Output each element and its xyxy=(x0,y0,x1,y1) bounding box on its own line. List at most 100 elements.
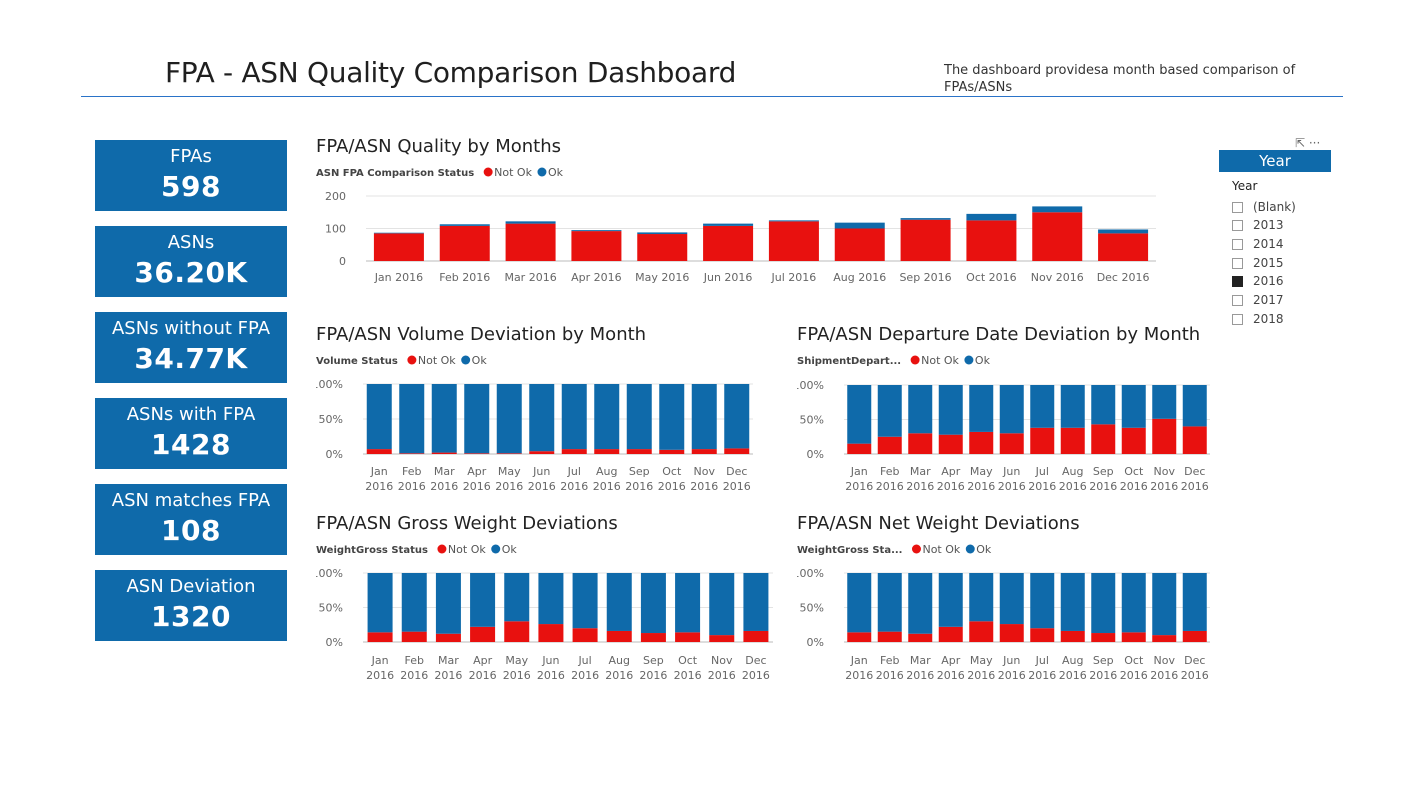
bar-not-ok[interactable] xyxy=(431,452,457,454)
kpi-card-fpas[interactable]: FPAs 598 xyxy=(95,140,287,211)
bar-ok[interactable] xyxy=(768,220,819,222)
checkbox-checked-icon[interactable] xyxy=(1232,276,1243,287)
bar-ok[interactable] xyxy=(691,384,717,450)
bar-ok[interactable] xyxy=(399,384,425,454)
bar-ok[interactable] xyxy=(966,213,1017,221)
bar-ok[interactable] xyxy=(1060,385,1085,428)
bar-not-ok[interactable] xyxy=(969,431,994,454)
checkbox-icon[interactable] xyxy=(1232,202,1243,213)
checkbox-icon[interactable] xyxy=(1232,258,1243,269)
bar-not-ok[interactable] xyxy=(691,449,717,454)
bar-not-ok[interactable] xyxy=(640,633,666,642)
bar-not-ok[interactable] xyxy=(470,626,496,642)
bar-ok[interactable] xyxy=(834,222,885,229)
chart-volume-deviation[interactable]: FPA/ASN Volume Deviation by Month Volume… xyxy=(316,324,776,499)
bar-not-ok[interactable] xyxy=(505,223,556,261)
bar-not-ok[interactable] xyxy=(724,448,750,454)
bar-ok[interactable] xyxy=(529,384,555,452)
bar-ok[interactable] xyxy=(496,384,522,454)
bar-not-ok[interactable] xyxy=(366,449,392,454)
bar-ok[interactable] xyxy=(743,573,769,631)
bar-not-ok[interactable] xyxy=(900,219,951,261)
kpi-card-asns-with-fpa[interactable]: ASNs with FPA 1428 xyxy=(95,398,287,469)
slicer-item-2017[interactable]: 2017 xyxy=(1232,293,1284,309)
bar-not-ok[interactable] xyxy=(1091,633,1116,642)
bar-not-ok[interactable] xyxy=(709,635,735,642)
bar-not-ok[interactable] xyxy=(606,630,632,642)
checkbox-icon[interactable] xyxy=(1232,295,1243,306)
bar-ok[interactable] xyxy=(938,573,963,627)
bar-ok[interactable] xyxy=(464,384,490,454)
chart-departure-deviation[interactable]: FPA/ASN Departure Date Deviation by Mont… xyxy=(797,324,1217,499)
bar-not-ok[interactable] xyxy=(908,633,933,642)
bar-ok[interactable] xyxy=(908,573,933,634)
bar-not-ok[interactable] xyxy=(834,228,885,262)
bar-not-ok[interactable] xyxy=(504,621,530,642)
bar-not-ok[interactable] xyxy=(571,231,622,261)
bar-not-ok[interactable] xyxy=(877,631,902,642)
bar-not-ok[interactable] xyxy=(1152,635,1177,642)
bar-not-ok[interactable] xyxy=(1091,424,1116,454)
bar-ok[interactable] xyxy=(505,221,556,224)
checkbox-icon[interactable] xyxy=(1232,239,1243,250)
bar-ok[interactable] xyxy=(439,224,490,226)
bar-not-ok[interactable] xyxy=(1060,630,1085,642)
bar-not-ok[interactable] xyxy=(496,453,522,454)
bar-not-ok[interactable] xyxy=(626,449,652,454)
bar-not-ok[interactable] xyxy=(594,449,620,454)
bar-ok[interactable] xyxy=(1152,385,1177,419)
bar-not-ok[interactable] xyxy=(373,233,424,261)
chart-gross-weight[interactable]: FPA/ASN Gross Weight Deviations WeightGr… xyxy=(316,513,776,688)
bar-ok[interactable] xyxy=(606,573,632,631)
bar-ok[interactable] xyxy=(999,385,1024,434)
slicer-item-blank[interactable]: (Blank) xyxy=(1232,200,1296,216)
bar-ok[interactable] xyxy=(637,232,688,235)
bar-ok[interactable] xyxy=(594,384,620,450)
checkbox-icon[interactable] xyxy=(1232,314,1243,325)
bar-ok[interactable] xyxy=(431,384,457,453)
bar-not-ok[interactable] xyxy=(703,225,754,261)
bar-not-ok[interactable] xyxy=(969,621,994,642)
kpi-card-asns[interactable]: ASNs 36.20K xyxy=(95,226,287,297)
bar-ok[interactable] xyxy=(709,573,735,636)
bar-not-ok[interactable] xyxy=(938,626,963,642)
bar-not-ok[interactable] xyxy=(999,433,1024,454)
bar-not-ok[interactable] xyxy=(938,434,963,454)
bar-ok[interactable] xyxy=(847,385,872,444)
bar-not-ok[interactable] xyxy=(439,225,490,261)
bar-not-ok[interactable] xyxy=(1182,630,1207,642)
chart-departure-svg[interactable]: ShipmentDepart... Not Ok Ok 0% 50% 100% Jan 201… xyxy=(797,324,1217,499)
bar-ok[interactable] xyxy=(626,384,652,450)
bar-ok[interactable] xyxy=(938,385,963,435)
bar-ok[interactable] xyxy=(470,573,496,627)
bar-ok[interactable] xyxy=(1121,573,1146,633)
chart-quality-by-months[interactable]: FPA/ASN Quality by Months ASN FPA Compar… xyxy=(316,136,1176,296)
chart-gross-svg[interactable]: WeightGross Status Not Ok Ok 0% 50% 100% Jan 20… xyxy=(316,513,776,688)
bar-ok[interactable] xyxy=(1060,573,1085,631)
bar-ok[interactable] xyxy=(847,573,872,633)
bar-not-ok[interactable] xyxy=(464,453,490,454)
kpi-card-asn-matches-fpa[interactable]: ASN matches FPA 108 xyxy=(95,484,287,555)
bar-not-ok[interactable] xyxy=(637,234,688,261)
bar-ok[interactable] xyxy=(659,384,685,450)
bar-ok[interactable] xyxy=(640,573,666,634)
bar-ok[interactable] xyxy=(571,230,622,232)
bar-ok[interactable] xyxy=(1182,573,1207,631)
bar-ok[interactable] xyxy=(1091,385,1116,425)
bar-ok[interactable] xyxy=(1152,573,1177,636)
bar-ok[interactable] xyxy=(900,218,951,220)
bar-not-ok[interactable] xyxy=(435,633,461,642)
bar-ok[interactable] xyxy=(1030,385,1055,428)
bar-ok[interactable] xyxy=(1121,385,1146,428)
slicer-item-2016[interactable]: 2016 xyxy=(1232,274,1284,290)
chart-net-weight[interactable]: FPA/ASN Net Weight Deviations WeightGros… xyxy=(797,513,1217,688)
slicer-item-2018[interactable]: 2018 xyxy=(1232,312,1284,328)
bar-ok[interactable] xyxy=(969,573,994,622)
bar-not-ok[interactable] xyxy=(399,453,425,454)
bar-not-ok[interactable] xyxy=(908,433,933,454)
bar-not-ok[interactable] xyxy=(847,443,872,454)
bar-not-ok[interactable] xyxy=(572,628,598,642)
slicer-item-2013[interactable]: 2013 xyxy=(1232,218,1284,234)
bar-ok[interactable] xyxy=(373,232,424,234)
bar-not-ok[interactable] xyxy=(877,436,902,454)
